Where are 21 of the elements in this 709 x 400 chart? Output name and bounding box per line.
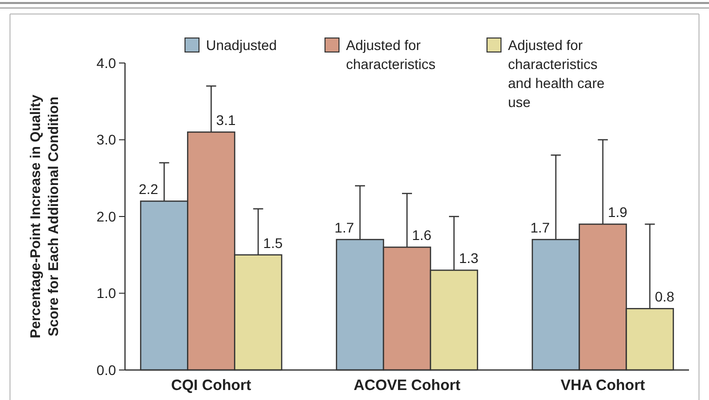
data-label: 1.3 (459, 250, 479, 266)
x-tick-label: ACOVE Cohort (354, 377, 460, 394)
x-tick-label: VHA Cohort (560, 377, 646, 394)
y-tick-label: 3.0 (96, 132, 116, 148)
y-tick-label: 0.0 (96, 362, 116, 378)
data-label: 1.6 (412, 227, 432, 244)
legend-label: Adjusted for characteristics and health care use (508, 37, 605, 110)
legend-label: Unadjusted (206, 37, 277, 53)
x-tick-label: CQI Cohort (171, 377, 252, 394)
y-tick-label: 1.0 (96, 285, 116, 302)
data-label: 1.9 (608, 204, 628, 220)
data-label: 1.7 (334, 220, 354, 236)
legend-label: Adjusted for characteristics (346, 37, 436, 72)
data-label: 1.5 (263, 234, 283, 251)
data-label: 0.8 (654, 288, 675, 305)
y-tick-label: 4.0 (96, 54, 116, 71)
y-axis-title: Percentage-Point Increase in Quality Score for Each Additional Condition (27, 94, 61, 338)
y-tick-label: 2.0 (96, 208, 116, 224)
data-label: 3.1 (216, 112, 236, 128)
data-label: 1.7 (530, 220, 550, 236)
data-label: 2.2 (138, 181, 158, 198)
